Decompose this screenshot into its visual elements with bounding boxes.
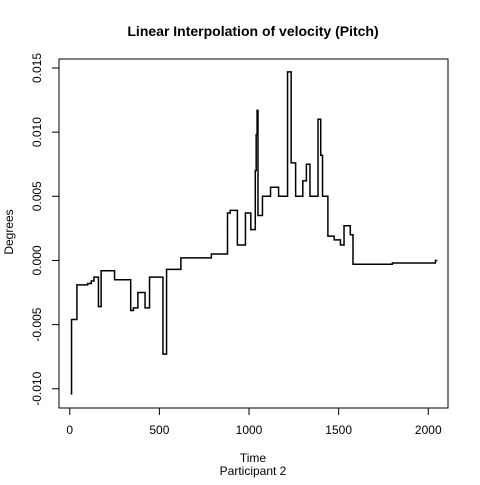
x-tick-label: 0 xyxy=(66,423,73,437)
chart-title: Linear Interpolation of velocity (Pitch) xyxy=(127,23,378,39)
y-tick-label: 0.010 xyxy=(30,117,44,147)
x-tick-label: 1000 xyxy=(236,423,263,437)
y-tick-label: 0.015 xyxy=(30,53,44,83)
y-axis-title: Degrees xyxy=(2,209,16,254)
x-axis: 0 500 1000 1500 2000 xyxy=(66,407,442,437)
x-tick-label: 500 xyxy=(149,423,169,437)
x-tick-label: 2000 xyxy=(415,423,442,437)
series-line xyxy=(70,71,438,395)
y-tick-label: -0.005 xyxy=(30,307,44,341)
chart-subtitle: Participant 2 xyxy=(220,464,287,478)
y-tick-label: -0.010 xyxy=(30,371,44,405)
x-tick-label: 1500 xyxy=(325,423,352,437)
x-axis-title: Time xyxy=(240,451,267,465)
y-tick-label: 0.005 xyxy=(30,181,44,211)
series-layer xyxy=(70,71,438,395)
y-tick-label: 0.000 xyxy=(30,245,44,275)
y-axis: -0.010 -0.005 0.000 0.005 0.010 0.015 xyxy=(30,53,60,406)
